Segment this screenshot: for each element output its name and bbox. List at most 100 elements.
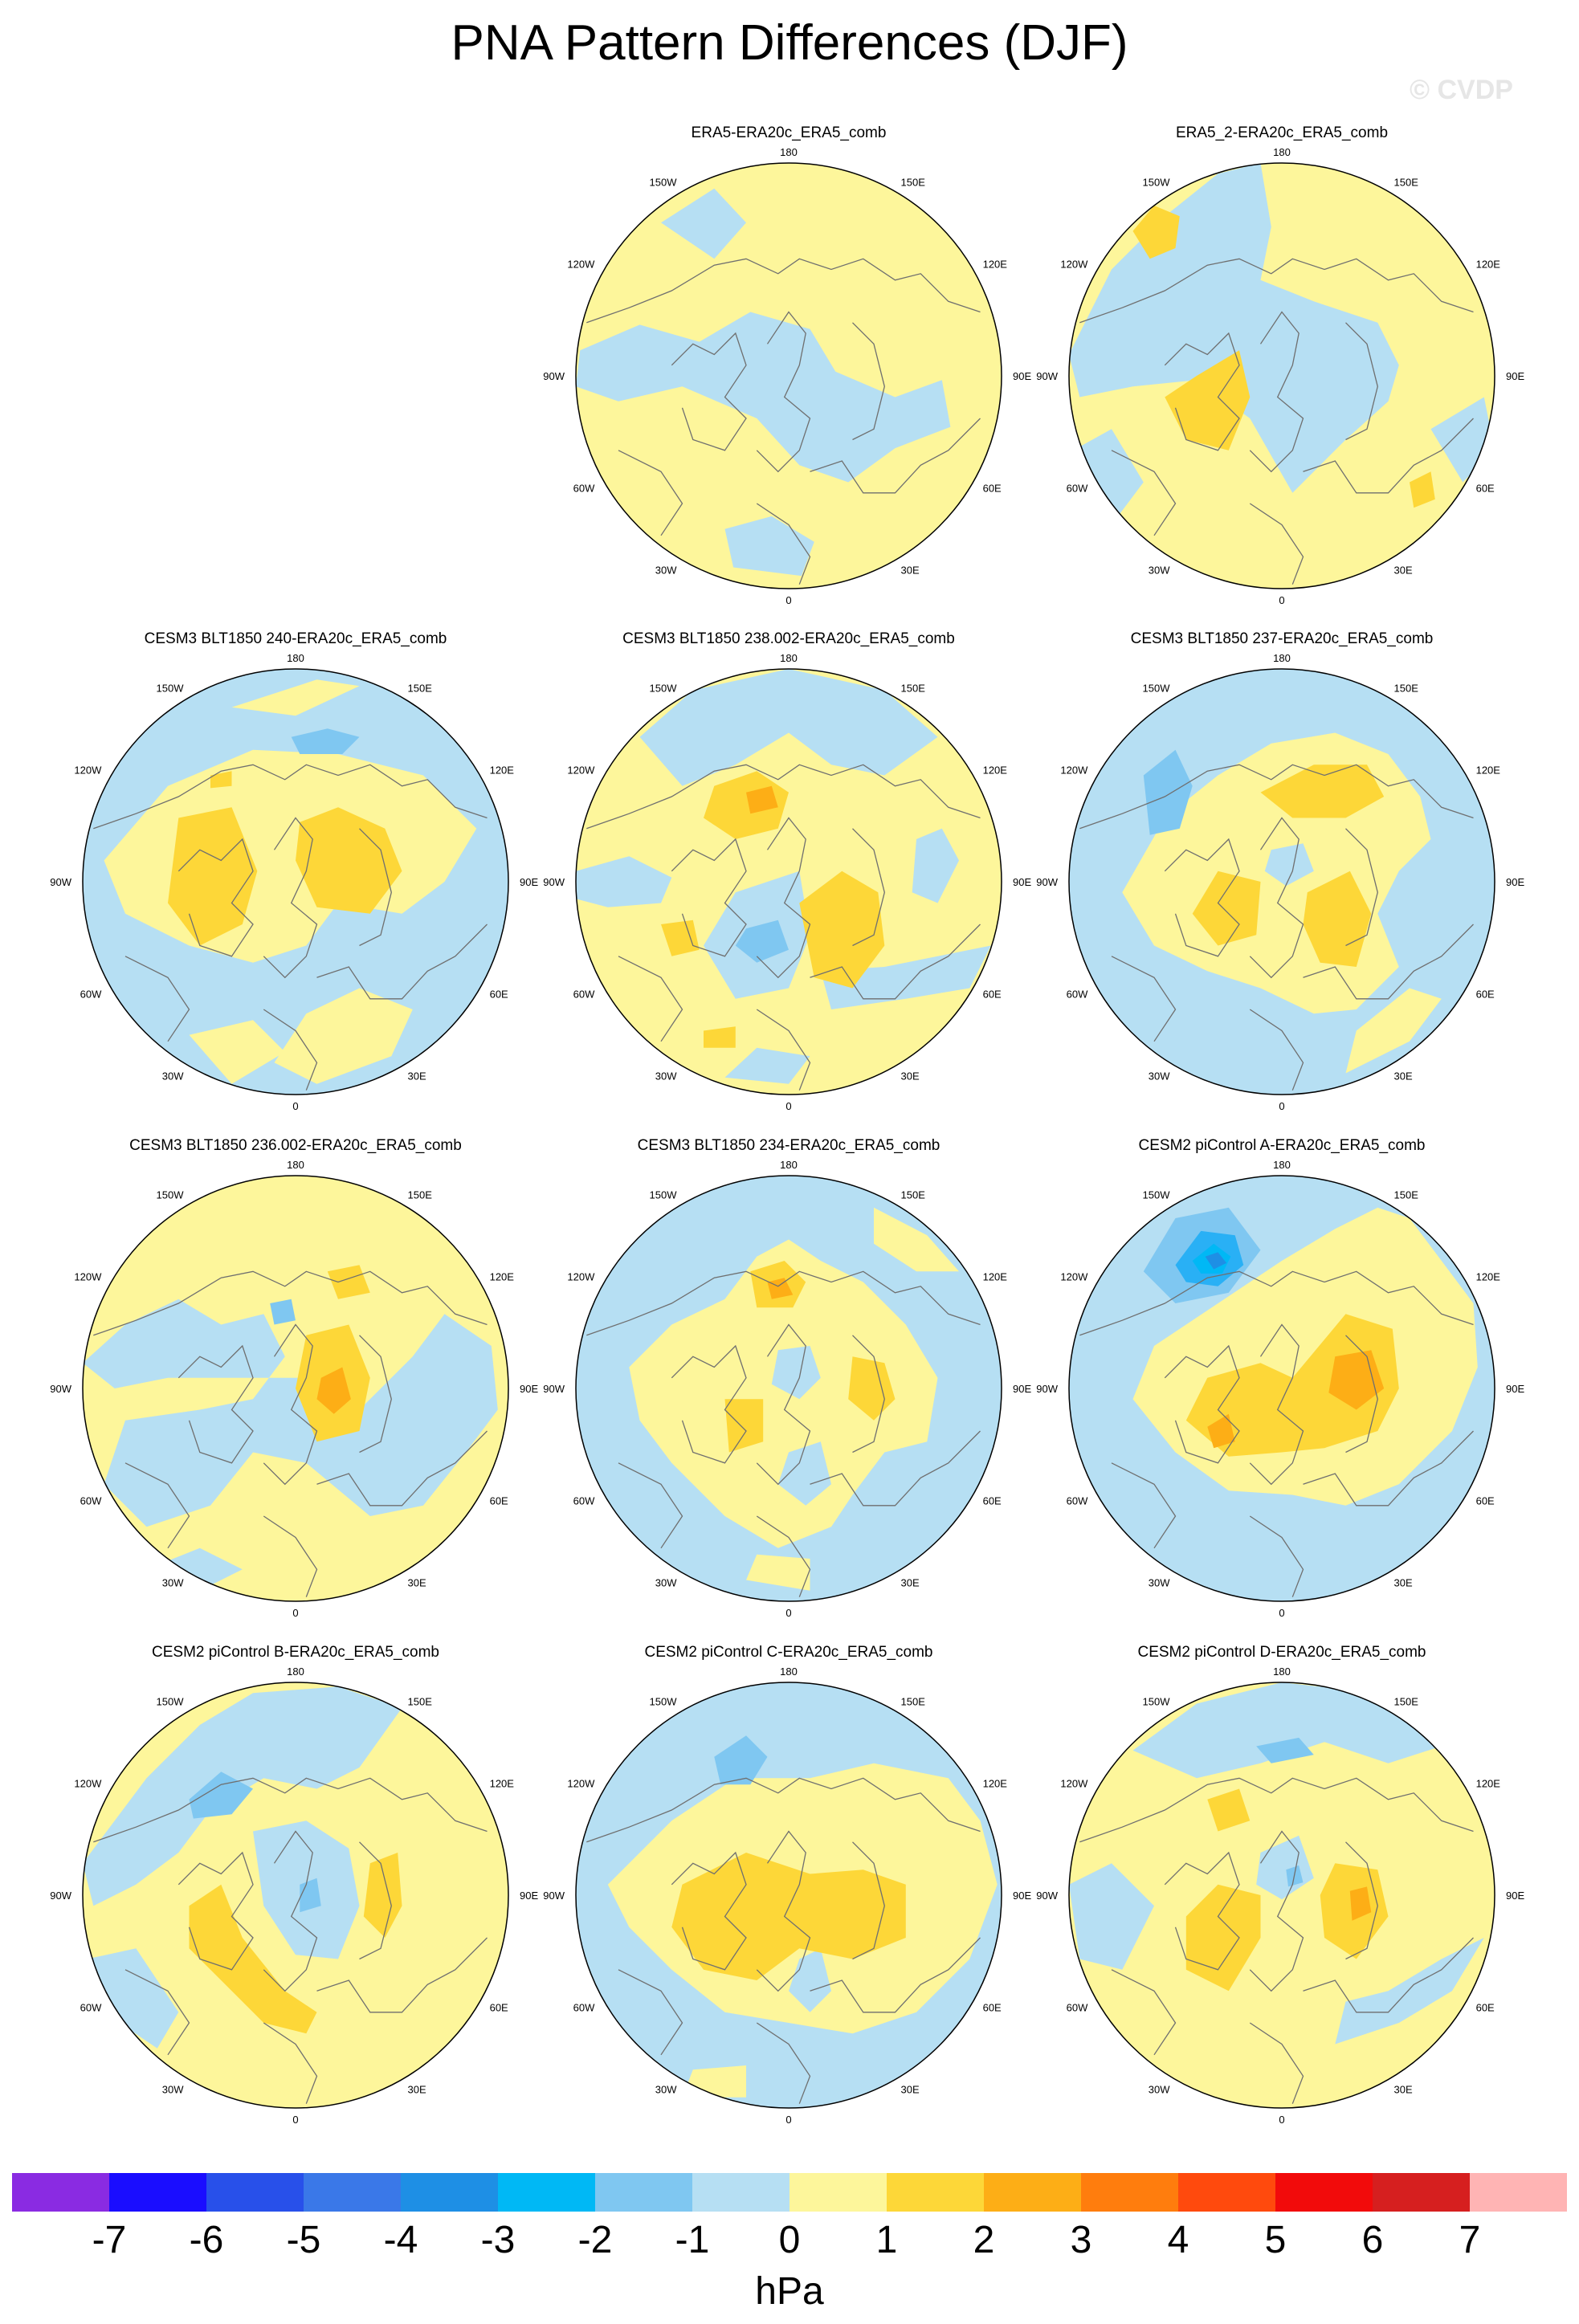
map-border xyxy=(1068,1682,1495,2109)
longitude-label: 60E xyxy=(490,989,508,1001)
longitude-label: 150E xyxy=(1394,176,1419,188)
coastline xyxy=(1303,1937,1474,2013)
longitude-label: 60W xyxy=(573,1495,595,1507)
longitude-label: 30W xyxy=(162,1070,184,1082)
longitude-label: 30E xyxy=(408,2084,426,2096)
panel-title: CESM3 BLT1850 237-ERA20c_ERA5_comb xyxy=(1131,630,1434,647)
longitude-label: 150E xyxy=(408,1695,433,1707)
coastline xyxy=(586,764,981,830)
longitude-label: 150E xyxy=(901,1189,926,1201)
longitude-label: 150W xyxy=(650,1695,678,1707)
map-border xyxy=(82,1175,509,1602)
coastline xyxy=(852,1841,885,1960)
longitude-label: 120W xyxy=(74,1778,102,1790)
longitude-label: 0 xyxy=(292,1100,298,1112)
longitude-label: 180 xyxy=(780,146,798,158)
colorbar-swatch xyxy=(790,2173,887,2212)
contour-region xyxy=(1132,206,1180,259)
coastline xyxy=(618,956,683,1042)
coastline xyxy=(1111,1969,1177,2056)
longitude-label: 0 xyxy=(785,1607,791,1619)
contour-region xyxy=(820,945,991,1009)
longitude-label: 120E xyxy=(1476,764,1501,777)
colorbar-tick-label: 7 xyxy=(1459,2219,1481,2261)
longitude-label: 30E xyxy=(1394,1577,1413,1589)
colorbar-tick-label: 6 xyxy=(1361,2219,1384,2261)
longitude-label: 90W xyxy=(50,1383,71,1395)
longitude-label: 150E xyxy=(901,1695,926,1707)
panel-title: CESM2 piControl A-ERA20c_ERA5_comb xyxy=(1139,1137,1426,1154)
contour-region xyxy=(1207,1788,1251,1832)
longitude-label: 180 xyxy=(780,652,798,664)
coastline xyxy=(852,322,885,441)
longitude-label: 30W xyxy=(162,1577,184,1589)
longitude-label: 150W xyxy=(157,1189,185,1201)
contour-region xyxy=(316,1367,351,1414)
contour-region xyxy=(83,1686,402,1906)
longitude-label: 0 xyxy=(1279,594,1284,606)
longitude-label: 150W xyxy=(157,682,185,694)
longitude-label: 120E xyxy=(490,1778,515,1790)
contour-region xyxy=(189,1884,317,2034)
map-panel: CESM3 BLT1850 238.002-ERA20c_ERA5_comb 0 3… xyxy=(543,630,1031,1112)
colorbar-tick-label: 0 xyxy=(778,2219,801,2261)
longitude-label: 60E xyxy=(983,2002,1002,2014)
map-panel: ERA5_2-ERA20c_ERA5_comb 0 30E 60E 90E 120E 150… xyxy=(1036,124,1524,606)
panel-title: CESM2 piControl C-ERA20c_ERA5_comb xyxy=(644,1644,932,1661)
longitude-label: 90W xyxy=(50,876,71,888)
longitude-label: 30W xyxy=(655,1577,677,1589)
longitude-label: 120W xyxy=(1060,764,1088,777)
longitude-label: 150E xyxy=(901,176,926,188)
contour-region xyxy=(270,1299,296,1325)
contour-region xyxy=(1256,1737,1314,1763)
coastline xyxy=(93,1777,488,1843)
longitude-label: 180 xyxy=(780,1159,798,1171)
longitude-label: 90E xyxy=(1013,370,1031,382)
map-border xyxy=(1068,668,1495,1095)
coastline xyxy=(1111,450,1177,536)
longitude-label: 90E xyxy=(520,1383,538,1395)
longitude-label: 90W xyxy=(543,876,565,888)
colorbar-tick-label: 1 xyxy=(875,2219,898,2261)
longitude-label: 30E xyxy=(901,2084,920,2096)
coastline xyxy=(1345,1335,1378,1454)
longitude-label: 0 xyxy=(292,1607,298,1619)
contour-region xyxy=(799,870,885,989)
contour-region xyxy=(746,1554,810,1591)
map-border xyxy=(575,1175,1002,1602)
map-border xyxy=(82,1682,509,2109)
coastline xyxy=(263,817,318,979)
coastline xyxy=(359,1841,392,1960)
contour-region xyxy=(671,1853,906,1980)
longitude-label: 30W xyxy=(1149,1070,1170,1082)
longitude-label: 30E xyxy=(1394,2084,1413,2096)
contour-region xyxy=(1132,1682,1442,1779)
contour-region xyxy=(274,988,413,1084)
colorbar-ticks: -7 -6 -5 -4 -3 -2 -1 0 1 2 3 4 5 6 7 xyxy=(0,2218,1579,2274)
longitude-label: 0 xyxy=(1279,1100,1284,1112)
longitude-label: 30W xyxy=(655,2084,677,2096)
longitude-label: 180 xyxy=(287,652,304,664)
coastline xyxy=(1249,817,1304,979)
longitude-label: 90E xyxy=(1506,1890,1524,1902)
longitude-label: 90W xyxy=(50,1890,71,1902)
coastline xyxy=(1164,1851,1240,1971)
map-panel: CESM3 BLT1850 236.002-ERA20c_ERA5_comb 0 3… xyxy=(50,1137,538,1619)
contour-region xyxy=(661,919,700,956)
longitude-label: 30E xyxy=(1394,1070,1413,1082)
map-panel: CESM2 piControl B-ERA20c_ERA5_comb 0 30E 60… xyxy=(50,1644,538,2126)
colorbar-swatch xyxy=(1081,2173,1178,2212)
colorbar-swatch xyxy=(887,2173,984,2212)
coastline xyxy=(1303,418,1474,494)
coastline xyxy=(756,1830,811,1992)
map-panel: CESM3 BLT1850 237-ERA20c_ERA5_comb 0 30E 60… xyxy=(1036,630,1524,1112)
longitude-label: 150W xyxy=(1143,682,1171,694)
longitude-label: 90E xyxy=(1506,876,1524,888)
colorbar xyxy=(12,2173,1567,2212)
longitude-label: 90E xyxy=(520,876,538,888)
coastline xyxy=(263,1515,318,1597)
longitude-label: 150W xyxy=(1143,1189,1171,1201)
longitude-label: 60W xyxy=(80,1495,102,1507)
panel-title: CESM2 piControl D-ERA20c_ERA5_comb xyxy=(1137,1644,1426,1661)
longitude-label: 150W xyxy=(1143,1695,1171,1707)
